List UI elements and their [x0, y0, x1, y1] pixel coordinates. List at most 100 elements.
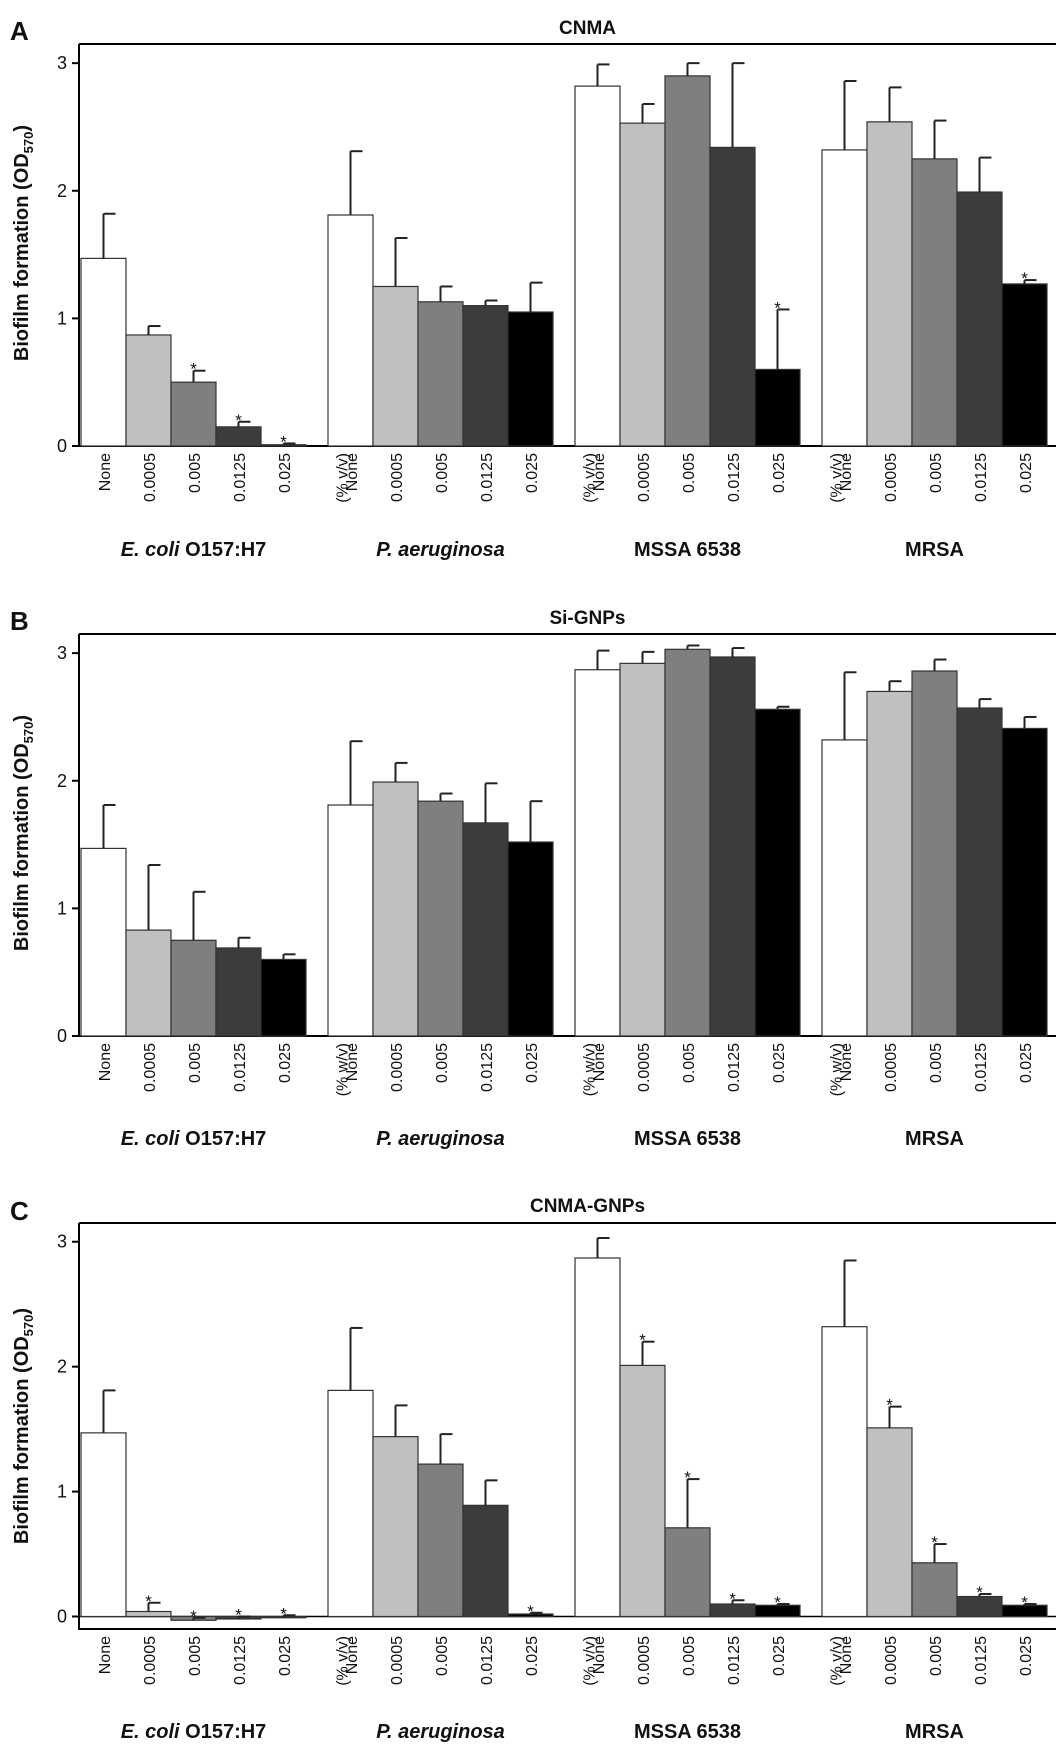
bar: [80, 1432, 127, 1618]
group-label: P. aeruginosa: [376, 1721, 505, 1743]
x-tick-label: 0.005: [187, 1636, 204, 1676]
x-tick-label: None: [591, 453, 608, 491]
group-label: MSSA 6538: [634, 539, 741, 561]
unit-label: (% w/v): [829, 1043, 846, 1096]
significance-star: *: [976, 1583, 983, 1602]
y-axis-label: Biofilm formation (OD570): [11, 1308, 36, 1544]
bar: [260, 958, 307, 1037]
x-tick-label: 0.0005: [636, 1043, 653, 1092]
x-tick-label: 0.0005: [142, 453, 159, 502]
unit-label: (% v/v): [335, 453, 352, 503]
unit-label: (% v/v): [829, 1636, 846, 1686]
significance-star: *: [280, 1604, 287, 1623]
bar: [821, 1326, 868, 1618]
x-tick-label: 0.005: [928, 1636, 945, 1676]
x-tick-label: 0.005: [681, 1043, 698, 1083]
bar: [507, 841, 554, 1037]
y-tick-label: 1: [57, 1482, 67, 1502]
x-tick-label: 0.005: [928, 453, 945, 493]
significance-star: *: [774, 298, 781, 317]
bar: [911, 158, 958, 447]
x-tick-label: 0.0005: [883, 453, 900, 502]
bar: [619, 1364, 666, 1618]
significance-star: *: [1021, 269, 1028, 288]
y-axis-label: Biofilm formation (OD570): [11, 125, 36, 361]
bar: [372, 285, 419, 447]
group-label: MSSA 6538: [634, 1721, 741, 1743]
x-tick-label: 0.005: [434, 1636, 451, 1676]
group-label: E. coli O157:H7: [121, 1128, 267, 1150]
y-axis-label: Biofilm formation (OD570): [11, 715, 36, 951]
bar: [619, 662, 666, 1037]
y-tick-label: 2: [57, 771, 67, 791]
x-tick-label: 0.025: [277, 1636, 294, 1676]
unit-label: (% w/v): [582, 1043, 599, 1096]
bar: [574, 1257, 621, 1618]
unit-label: (% w/v): [335, 1043, 352, 1096]
y-tick-label: 2: [57, 181, 67, 201]
unit-label: (% v/v): [829, 453, 846, 503]
significance-star: *: [280, 432, 287, 451]
significance-star: *: [145, 1592, 152, 1611]
significance-star: *: [235, 411, 242, 430]
x-tick-label: 0.0125: [726, 1043, 743, 1092]
bar: [821, 739, 868, 1037]
group-label: MRSA: [905, 539, 964, 561]
panel-title: CNMA: [559, 18, 616, 39]
x-tick-label: 0.0005: [142, 1043, 159, 1092]
bar: [664, 648, 711, 1037]
bar: [821, 149, 868, 447]
significance-star: *: [527, 1602, 534, 1621]
bar: [911, 1562, 958, 1618]
significance-star: *: [931, 1533, 938, 1552]
y-tick-label: 2: [57, 1357, 67, 1377]
x-tick-label: 0.025: [277, 1043, 294, 1083]
bar: [754, 708, 801, 1037]
y-tick-label: 3: [57, 53, 67, 73]
x-tick-label: 0.0125: [726, 453, 743, 502]
x-tick-label: 0.0005: [389, 1636, 406, 1685]
x-tick-label: 0.0005: [636, 1636, 653, 1685]
x-tick-label: 0.0125: [726, 1636, 743, 1685]
x-tick-label: None: [97, 1043, 114, 1081]
bar: [327, 214, 374, 447]
bar: [417, 301, 464, 447]
bar: [956, 191, 1003, 447]
y-tick-label: 1: [57, 898, 67, 918]
group-label: MRSA: [905, 1128, 964, 1150]
significance-star: *: [639, 1331, 646, 1350]
bar: [619, 122, 666, 447]
y-tick-label: 3: [57, 1232, 67, 1252]
bar: [664, 75, 711, 447]
group-label: MSSA 6538: [634, 1128, 741, 1150]
bar: [866, 1427, 913, 1618]
unit-label: (% v/v): [335, 1636, 352, 1686]
bar: [911, 670, 958, 1037]
panel-letter: B: [10, 606, 29, 636]
x-tick-label: 0.0005: [389, 1043, 406, 1092]
group-label: E. coli O157:H7: [121, 539, 267, 561]
x-tick-label: None: [591, 1043, 608, 1081]
bar: [125, 929, 172, 1037]
x-tick-label: 0.025: [1018, 1043, 1035, 1083]
panel-a: A CNMA Biofilm formation (OD570) 0 1 2 3 None 0.…: [10, 16, 1056, 561]
x-tick-label: None: [838, 1636, 855, 1674]
x-tick-label: 0.0005: [636, 453, 653, 502]
x-tick-label: 0.0125: [479, 453, 496, 502]
x-tick-label: 0.025: [277, 453, 294, 493]
x-tick-label: None: [344, 453, 361, 491]
x-tick-label: 0.005: [928, 1043, 945, 1083]
x-tick-label: 0.025: [1018, 453, 1035, 493]
x-tick-label: None: [97, 1636, 114, 1674]
panel-c: C CNMA-GNPs Biofilm formation (OD570) 0 1 2 3 N…: [10, 1196, 1056, 1743]
x-tick-label: 0.005: [187, 453, 204, 493]
significance-star: *: [774, 1593, 781, 1612]
x-tick-label: None: [97, 453, 114, 491]
panel-letter: C: [10, 1196, 29, 1226]
bar: [574, 669, 621, 1037]
x-tick-label: 0.025: [771, 1636, 788, 1676]
x-tick-label: 0.0005: [883, 1636, 900, 1685]
bar: [327, 804, 374, 1037]
bar: [462, 305, 509, 447]
